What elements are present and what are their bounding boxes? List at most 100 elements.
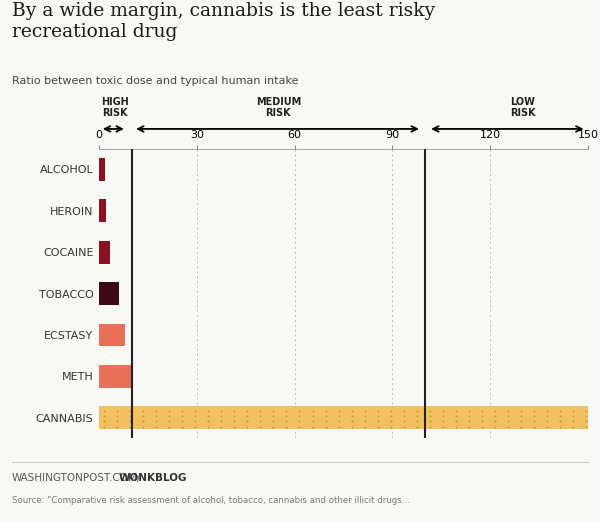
Point: [242, 417, 252, 425]
Point: [138, 406, 148, 414]
Point: [190, 406, 200, 414]
Point: [308, 417, 317, 425]
Point: [399, 422, 409, 431]
Point: [360, 417, 370, 425]
Point: [217, 412, 226, 420]
Point: [464, 412, 474, 420]
Point: [178, 422, 187, 431]
Point: [386, 417, 395, 425]
Point: [99, 417, 109, 425]
Point: [542, 406, 552, 414]
Point: [203, 406, 213, 414]
Point: [386, 412, 395, 420]
Point: [164, 406, 174, 414]
Point: [503, 422, 513, 431]
Point: [321, 422, 331, 431]
Point: [308, 422, 317, 431]
Point: [190, 412, 200, 420]
Text: LOW
RISK: LOW RISK: [510, 97, 536, 118]
Point: [556, 422, 565, 431]
Point: [151, 406, 161, 414]
Point: [112, 412, 122, 420]
Point: [178, 406, 187, 414]
Point: [229, 412, 239, 420]
Point: [164, 422, 174, 431]
Point: [412, 406, 422, 414]
Point: [138, 422, 148, 431]
Point: [347, 406, 356, 414]
Point: [438, 422, 448, 431]
Point: [334, 417, 343, 425]
Point: [112, 422, 122, 431]
Point: [503, 412, 513, 420]
Point: [451, 417, 461, 425]
Point: [347, 417, 356, 425]
Point: [217, 422, 226, 431]
Point: [569, 422, 578, 431]
Point: [295, 417, 304, 425]
Point: [242, 406, 252, 414]
Point: [99, 412, 109, 420]
Point: [425, 412, 434, 420]
Point: [269, 417, 278, 425]
Point: [125, 422, 135, 431]
Point: [281, 422, 291, 431]
Point: [164, 412, 174, 420]
Point: [529, 406, 539, 414]
Point: [190, 417, 200, 425]
Point: [569, 412, 578, 420]
Bar: [99, 282, 119, 305]
Point: [229, 422, 239, 431]
Bar: [99, 365, 133, 388]
Point: [295, 406, 304, 414]
Point: [151, 417, 161, 425]
Point: [281, 412, 291, 420]
Point: [386, 422, 395, 431]
Point: [125, 406, 135, 414]
Point: [529, 412, 539, 420]
Point: [138, 417, 148, 425]
Point: [477, 417, 487, 425]
Point: [464, 406, 474, 414]
Point: [425, 406, 434, 414]
Point: [490, 406, 500, 414]
Point: [229, 417, 239, 425]
Point: [256, 417, 265, 425]
Point: [542, 412, 552, 420]
Point: [347, 422, 356, 431]
Point: [477, 422, 487, 431]
Point: [308, 412, 317, 420]
Point: [295, 412, 304, 420]
Point: [477, 412, 487, 420]
Point: [490, 422, 500, 431]
Text: HIGH
RISK: HIGH RISK: [101, 97, 129, 118]
Point: [542, 417, 552, 425]
Point: [308, 406, 317, 414]
Point: [112, 406, 122, 414]
Point: [203, 417, 213, 425]
Point: [242, 422, 252, 431]
Point: [451, 422, 461, 431]
Point: [334, 412, 343, 420]
Point: [373, 417, 383, 425]
Point: [269, 412, 278, 420]
Point: [542, 422, 552, 431]
Point: [451, 412, 461, 420]
Point: [360, 412, 370, 420]
Text: MEDIUM
RISK: MEDIUM RISK: [256, 97, 301, 118]
Point: [112, 417, 122, 425]
Point: [217, 417, 226, 425]
Text: By a wide margin, cannabis is the least risky
recreational drug: By a wide margin, cannabis is the least …: [12, 2, 435, 41]
Point: [203, 422, 213, 431]
Point: [425, 417, 434, 425]
Point: [490, 412, 500, 420]
Point: [581, 412, 591, 420]
Point: [321, 412, 331, 420]
Point: [281, 417, 291, 425]
Point: [256, 422, 265, 431]
Point: [269, 406, 278, 414]
Bar: [99, 241, 110, 264]
Point: [569, 417, 578, 425]
Text: Ratio between toxic dose and typical human intake: Ratio between toxic dose and typical hum…: [12, 76, 299, 87]
Point: [451, 406, 461, 414]
